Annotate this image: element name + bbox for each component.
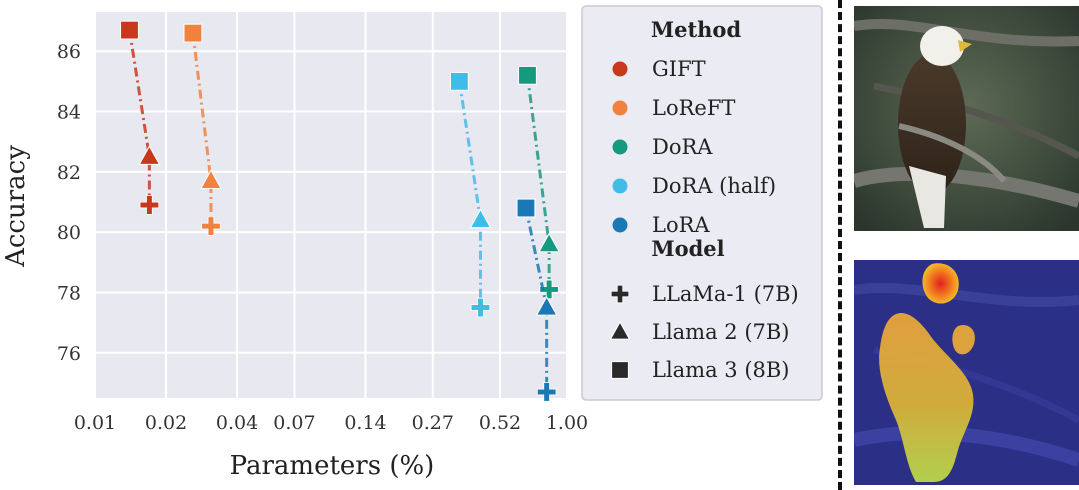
x-axis: 0.01 0.02 0.04 0.07 0.14 0.27 0.52 1.00 bbox=[74, 412, 588, 434]
legend-swatch bbox=[612, 217, 628, 233]
data-point bbox=[138, 145, 161, 165]
eagle-attention-heatmap bbox=[854, 260, 1079, 485]
y-tick-label: 76 bbox=[57, 343, 81, 365]
legend-title-method: Method bbox=[651, 17, 742, 42]
y-tick-label: 86 bbox=[57, 41, 81, 63]
series-loreft bbox=[183, 23, 222, 236]
data-point bbox=[516, 198, 536, 218]
x-tick-label: 0.07 bbox=[273, 412, 315, 434]
legend-label: LLaMa-1 (7B) bbox=[652, 282, 799, 306]
series-dora-half- bbox=[449, 71, 492, 318]
data-point bbox=[539, 279, 559, 300]
dashed-divider bbox=[838, 0, 842, 490]
x-tick-label: 0.52 bbox=[479, 412, 521, 434]
legend-label: LoRA bbox=[652, 213, 710, 237]
data-point bbox=[536, 382, 557, 402]
plot-area bbox=[94, 12, 568, 398]
data-point bbox=[470, 297, 491, 318]
y-tick-label: 80 bbox=[57, 222, 81, 244]
legend-swatch bbox=[612, 61, 628, 77]
legend-swatch bbox=[612, 178, 628, 194]
legend-label: Llama 3 (8B) bbox=[652, 358, 790, 382]
y-tick-label: 84 bbox=[57, 102, 81, 124]
plot-background bbox=[95, 12, 567, 398]
legend-label: GIFT bbox=[652, 57, 706, 81]
x-tick-label: 0.04 bbox=[216, 412, 258, 434]
y-tick-label: 78 bbox=[57, 282, 81, 304]
legend-swatch bbox=[612, 100, 628, 116]
series-lora bbox=[516, 198, 558, 402]
y-axis-title: Accuracy bbox=[1, 145, 31, 268]
legend-marker bbox=[610, 284, 630, 304]
legend-marker bbox=[611, 361, 629, 379]
legend-label: Llama 2 (7B) bbox=[652, 320, 790, 344]
y-axis: 76 78 80 82 84 86 bbox=[57, 41, 81, 365]
x-tick-label: 0.27 bbox=[412, 412, 454, 434]
legend-swatch bbox=[612, 139, 628, 155]
series-line bbox=[191, 32, 213, 227]
legend-marker bbox=[609, 321, 631, 340]
y-tick-label: 82 bbox=[57, 162, 81, 184]
data-point bbox=[139, 195, 160, 215]
chart: 0.01 0.02 0.04 0.07 0.14 0.27 0.52 1.00 76 78 80 8… bbox=[1, 5, 823, 481]
legend: Method GIFT LoReFT DoRA DoRA (half) LoRAModel… bbox=[581, 5, 823, 401]
legend-label: DoRA (half) bbox=[652, 174, 776, 198]
data-point bbox=[469, 208, 492, 229]
legend-label: DoRA bbox=[652, 135, 713, 159]
series-dora bbox=[518, 65, 560, 300]
legend-label: LoReFT bbox=[652, 96, 735, 120]
legend-box bbox=[581, 5, 823, 401]
data-point bbox=[518, 65, 537, 85]
x-axis-title: Parameters (%) bbox=[230, 451, 435, 481]
x-tick-label: 1.00 bbox=[546, 412, 588, 434]
x-tick-label: 0.14 bbox=[344, 412, 386, 434]
eagle-photo bbox=[854, 6, 1079, 231]
data-point bbox=[449, 71, 469, 91]
series-layer bbox=[120, 20, 560, 402]
data-point bbox=[183, 23, 203, 43]
data-point bbox=[201, 216, 221, 236]
x-tick-label: 0.01 bbox=[74, 412, 116, 434]
series-gift bbox=[120, 20, 161, 215]
legend-title-model: Model bbox=[651, 236, 724, 261]
data-point bbox=[120, 20, 139, 40]
data-point bbox=[200, 169, 222, 189]
data-point bbox=[535, 295, 558, 316]
x-tick-label: 0.02 bbox=[145, 412, 187, 434]
data-point bbox=[538, 232, 560, 253]
